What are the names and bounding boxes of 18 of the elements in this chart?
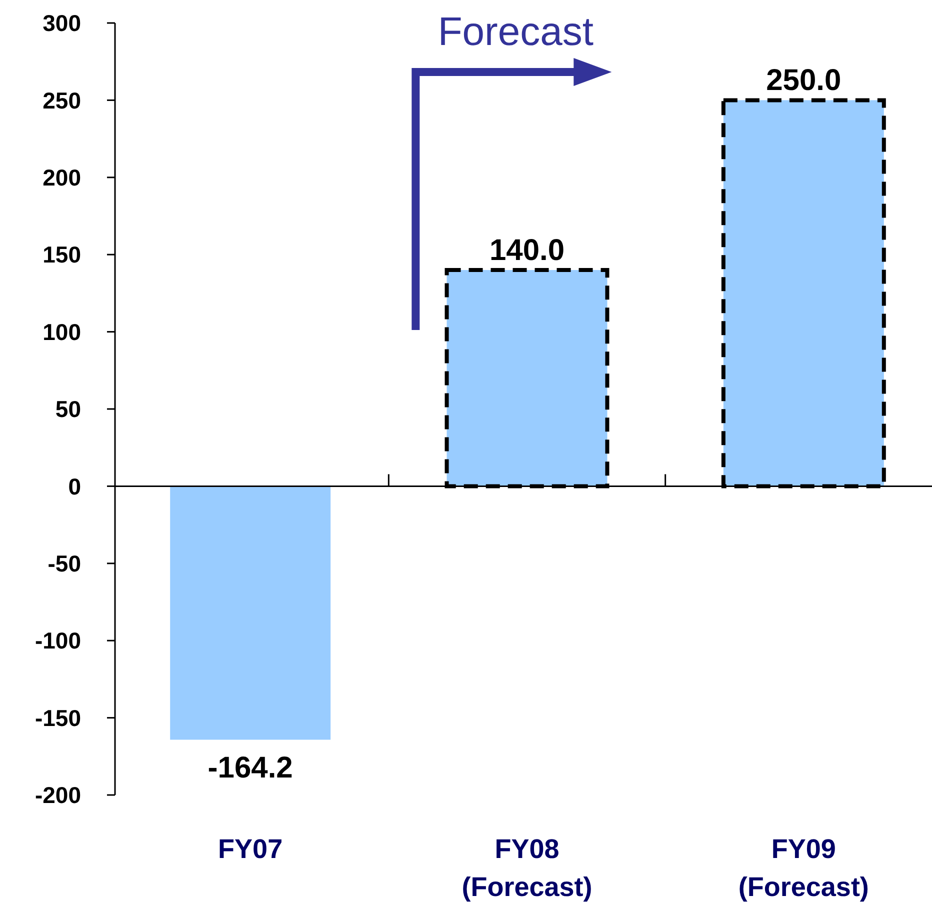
y-tick-label: 50 [55, 396, 81, 422]
text: 250.0 [766, 64, 842, 98]
y-tick-label: 150 [42, 242, 81, 268]
y-tick-label: -50 [48, 550, 81, 576]
y-tick-label: -200 [34, 782, 81, 808]
x-tick-label: FY08 (Forecast) [462, 834, 592, 902]
y-tick-label: 200 [42, 164, 81, 190]
annotation: Forecast [438, 10, 594, 54]
text: -164.2 [208, 752, 293, 785]
y-tick-label: 0 [68, 473, 81, 500]
x-tick-label: FY09 (Forecast) [738, 834, 869, 902]
x-tick-label: FY07 [218, 834, 283, 864]
y-tick-label: -100 [34, 628, 81, 654]
y-tick-label: -150 [34, 704, 81, 731]
y-tick-label: 100 [42, 318, 81, 345]
y-tick-label: 250 [42, 87, 81, 114]
y-tick-label: 300 [42, 10, 81, 36]
text: 140.0 [489, 234, 565, 268]
